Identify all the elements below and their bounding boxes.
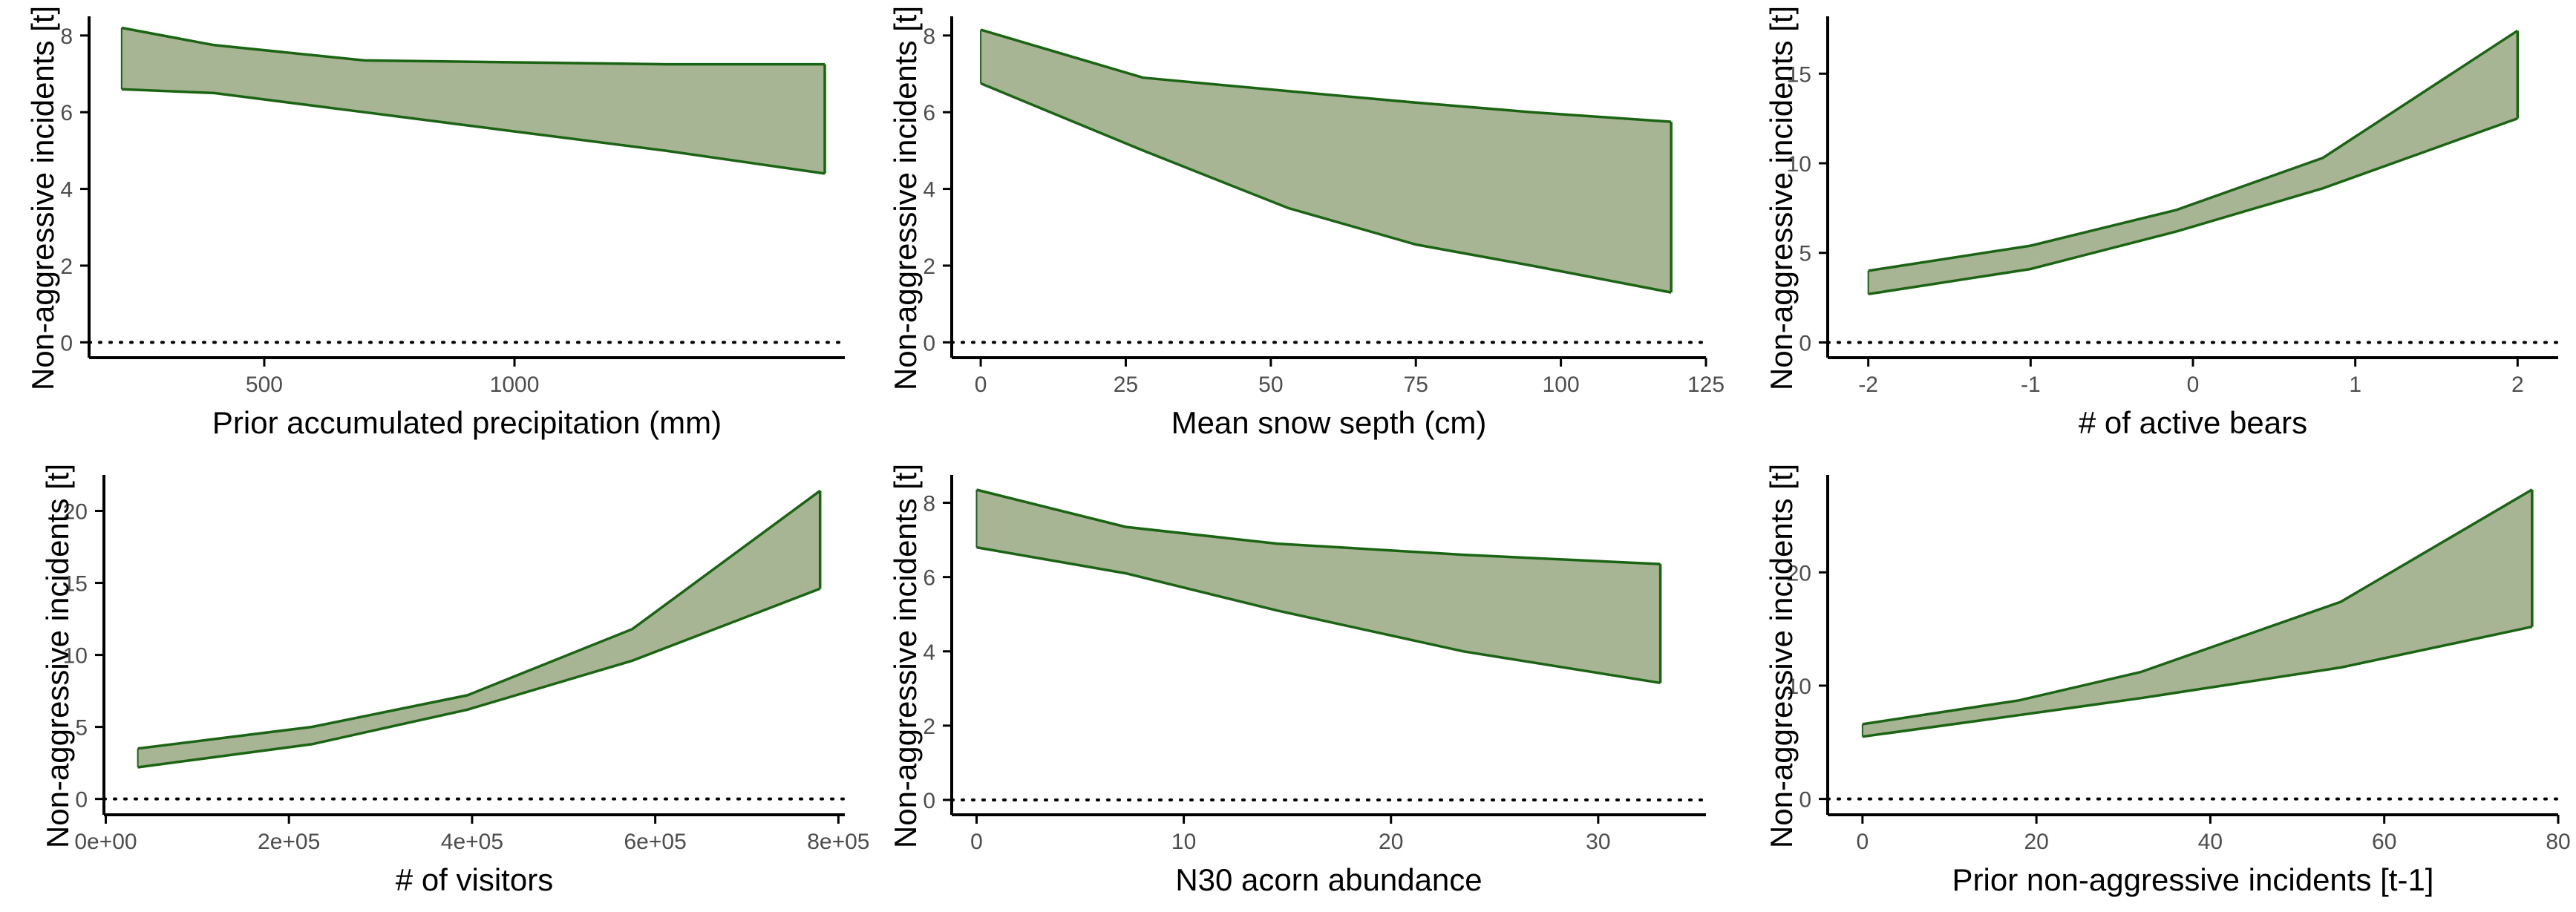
x-tick-label: 25 — [1114, 373, 1138, 397]
y-tick-label: 6 — [60, 101, 73, 125]
chart-panel-1: 500 1000 0 2 4 6 8 Prior accumulated precipitat… — [25, 6, 846, 440]
upper-bound-line — [1868, 29, 2519, 272]
confidence-band — [976, 490, 1661, 683]
y-tick-label: 10 — [63, 644, 88, 669]
x-tick-label: 80 — [2546, 830, 2570, 854]
y-tick-label: 0 — [75, 788, 88, 813]
confidence-band — [137, 491, 820, 767]
x-tick-label: 4e+05 — [441, 830, 503, 854]
y-tick-label: 15 — [1787, 62, 1811, 87]
y-tick-label: 0 — [1799, 788, 1811, 813]
x-tick-label: 0 — [2187, 373, 2200, 397]
upper-bound-line — [1862, 488, 2533, 726]
x-axis-title: Prior non-aggressive incidents [t-1] — [1952, 862, 2434, 897]
y-tick-label: 5 — [75, 716, 88, 741]
x-tick-label: 2 — [2511, 373, 2524, 397]
y-tick-label: 0 — [923, 331, 935, 355]
y-axis-title: Non-aggressive incidents [t] — [888, 464, 923, 848]
chart-panel-3: -2 -1 0 1 2 0 5 10 15 # of active bears Non-aggres… — [1764, 6, 2560, 440]
confidence-band — [981, 30, 1672, 293]
y-tick-label: 20 — [63, 500, 88, 525]
x-tick-label: 100 — [1543, 373, 1580, 397]
x-axis-title: # of active bears — [2079, 405, 2307, 440]
x-axis-title: Mean snow septh (cm) — [1171, 405, 1487, 440]
y-tick-label: 0 — [1799, 331, 1811, 355]
upper-bound-line — [137, 489, 821, 750]
x-tick-label: 40 — [2198, 830, 2223, 854]
lower-bound-line — [980, 82, 1672, 294]
y-tick-label: 2 — [923, 715, 935, 739]
y-tick-label: 5 — [1799, 242, 1811, 266]
x-tick-label: 125 — [1687, 373, 1725, 397]
x-tick-label: 30 — [1586, 830, 1610, 854]
chart-panel-5: 0 10 20 30 0 2 4 6 8 N30 acorn abundance Non-aggre… — [888, 464, 1707, 897]
x-tick-label: 20 — [1379, 830, 1403, 854]
chart-panel-4: 0e+00 2e+05 4e+05 6e+05 8e+05 0 5 10 15 20 # of vi… — [40, 464, 869, 897]
x-tick-label: 6e+05 — [624, 830, 687, 854]
y-tick-label: 8 — [923, 492, 935, 516]
y-tick-label: 10 — [1787, 152, 1811, 177]
x-tick-label: 1 — [2349, 373, 2361, 397]
y-tick-label: 0 — [923, 789, 935, 813]
x-tick-label: 20 — [2024, 830, 2048, 854]
x-axis-title: N30 acorn abundance — [1175, 862, 1482, 897]
lower-bound-line — [121, 88, 826, 175]
y-tick-label: 15 — [63, 572, 88, 597]
x-tick-label: 50 — [1258, 373, 1283, 397]
x-axis-title: Prior accumulated precipitation (mm) — [212, 405, 722, 440]
x-tick-label: 0 — [1857, 830, 1869, 854]
y-tick-label: 2 — [60, 255, 73, 279]
upper-bound-line — [980, 28, 1672, 123]
y-tick-label: 6 — [923, 101, 935, 125]
x-tick-label: -1 — [2021, 373, 2041, 397]
chart-panel-6: 0 20 40 60 80 0 10 20 Prior non-aggressive incid… — [1764, 464, 2571, 897]
y-axis-title: Non-aggressive incidents [t] — [1764, 6, 1799, 390]
y-axis-title: Non-aggressive incidents [t] — [1764, 464, 1799, 848]
y-tick-label: 20 — [1787, 561, 1811, 585]
confidence-band — [121, 27, 826, 174]
upper-bound-line — [121, 26, 825, 66]
x-tick-label: 0e+00 — [74, 830, 137, 854]
confidence-band — [1868, 30, 2518, 295]
y-tick-label: 4 — [923, 178, 935, 203]
x-tick-label: 0 — [970, 830, 983, 854]
x-tick-label: 1000 — [490, 373, 540, 397]
y-tick-label: 4 — [923, 640, 935, 665]
y-tick-label: 2 — [923, 255, 935, 279]
x-tick-label: 0 — [975, 373, 987, 397]
y-axis-title: Non-aggressive incidents [t] — [40, 464, 75, 848]
lower-bound-line — [976, 545, 1661, 685]
y-tick-label: 0 — [60, 331, 73, 355]
x-tick-label: 10 — [1171, 830, 1196, 854]
lower-bound-line — [137, 587, 821, 769]
y-axis-title: Non-aggressive incidents [t] — [888, 6, 923, 390]
x-axis-title: # of visitors — [396, 862, 553, 897]
y-tick-label: 8 — [923, 24, 935, 49]
y-axis-title: Non-aggressive incidents [t] — [25, 6, 60, 390]
y-tick-label: 10 — [1787, 675, 1811, 699]
x-tick-label: 2e+05 — [258, 830, 320, 854]
y-tick-label: 8 — [60, 24, 73, 49]
lower-bound-line — [1862, 625, 2533, 738]
y-tick-label: 4 — [60, 178, 73, 203]
upper-bound-line — [976, 488, 1661, 565]
x-tick-label: 8e+05 — [807, 830, 869, 854]
confidence-band — [1862, 489, 2532, 737]
y-tick-label: 6 — [923, 566, 935, 591]
lower-bound-line — [1868, 117, 2518, 296]
x-tick-label: 75 — [1404, 373, 1428, 397]
chart-panel-2: 0 25 50 75 100 125 0 2 4 6 8 Mean snow septh (cm) No… — [888, 6, 1725, 440]
x-tick-label: 500 — [246, 373, 283, 397]
x-tick-label: -2 — [1858, 373, 1878, 397]
x-tick-label: 60 — [2372, 830, 2396, 854]
